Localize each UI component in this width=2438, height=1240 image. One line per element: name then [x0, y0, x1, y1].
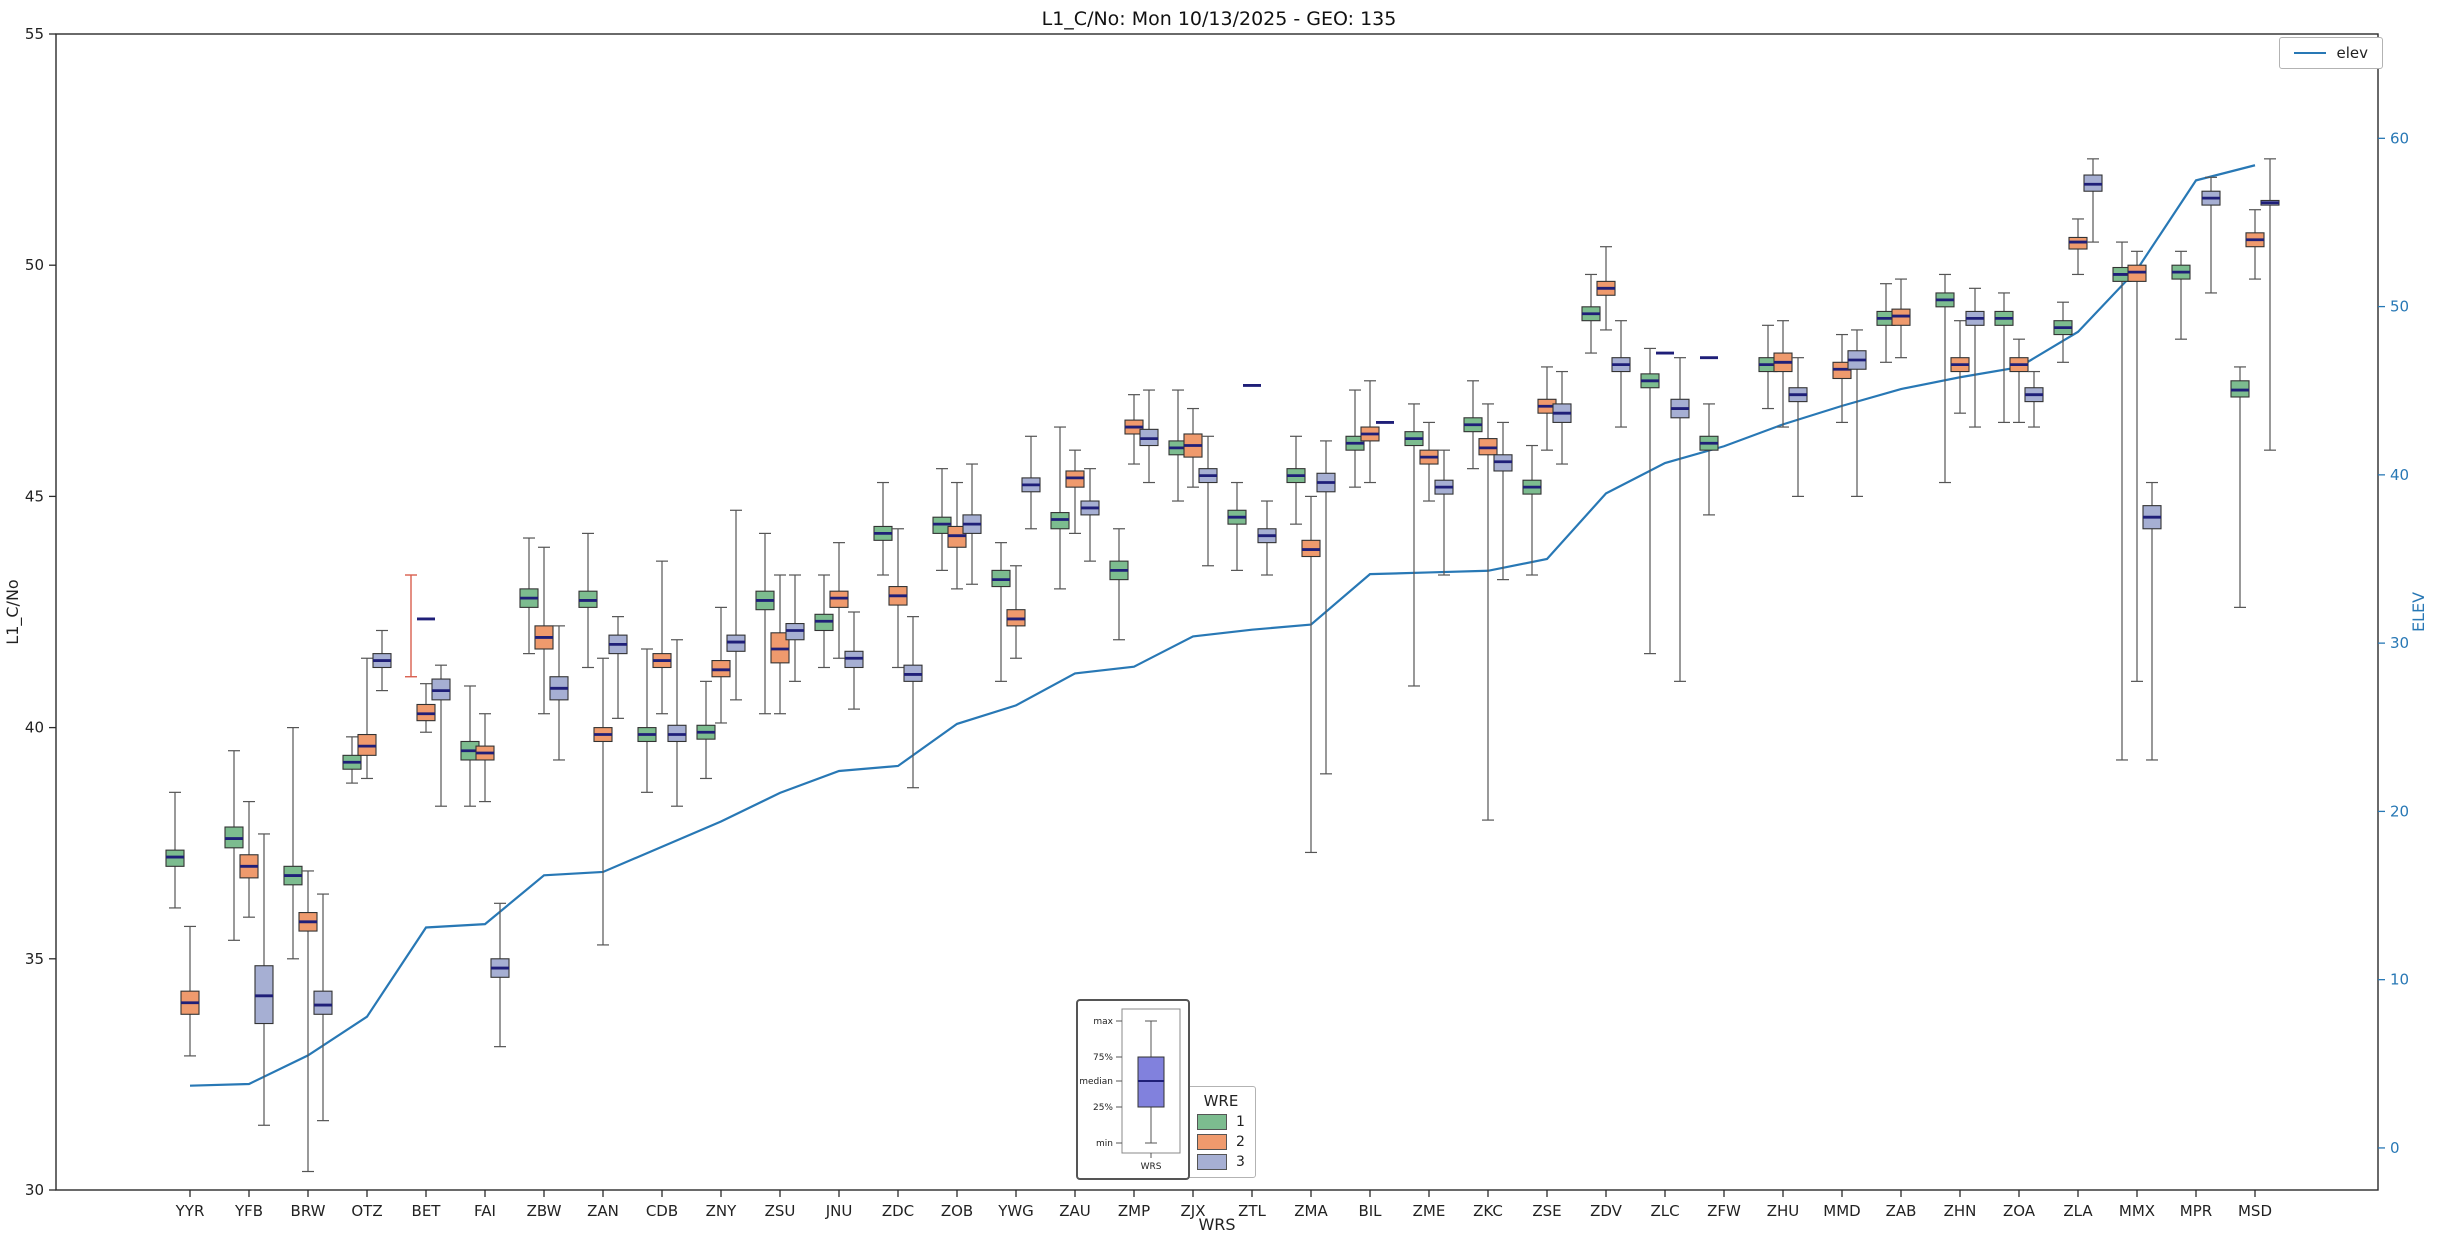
y-right-tick-label: 30 — [2390, 634, 2409, 652]
box-wre3-BRW — [313, 990, 333, 1015]
inset-label-median: median — [1079, 1077, 1113, 1087]
x-tick-label-BET: BET — [412, 1202, 442, 1220]
x-tick-label-ZOB: ZOB — [941, 1202, 973, 1220]
x-tick-label-CDB: CDB — [646, 1202, 678, 1220]
y-left-tick-label: 35 — [25, 950, 44, 968]
inset-xlabel: WRS — [1141, 1162, 1162, 1172]
wre-swatch-icon — [1197, 1134, 1227, 1150]
y-right-tick-label: 50 — [2390, 298, 2409, 316]
boxplot-anatomy-inset: max 75% median 25% min WRS — [1076, 999, 1190, 1180]
x-tick-label-BRW: BRW — [291, 1202, 326, 1220]
x-tick-label-ZKC: ZKC — [1473, 1202, 1503, 1220]
x-tick-label-MMD: MMD — [1823, 1202, 1860, 1220]
x-tick-label-YWG: YWG — [997, 1202, 1034, 1220]
x-tick-label-MMX: MMX — [2119, 1202, 2155, 1220]
y-left-tick-label: 30 — [25, 1181, 44, 1199]
legend-elev: elev — [2279, 37, 2383, 69]
x-tick-label-YYR: YYR — [175, 1202, 205, 1220]
x-tick-label-ZHN: ZHN — [1944, 1202, 1977, 1220]
x-tick-label-ZJX: ZJX — [1181, 1202, 1206, 1220]
x-tick-label-ZAN: ZAN — [587, 1202, 619, 1220]
x-tick-label-MSD: MSD — [2238, 1202, 2272, 1220]
y-left-tick-label: 40 — [25, 719, 44, 737]
legend-wre-entry-1: 1 — [1197, 1114, 1245, 1130]
x-tick-label-BIL: BIL — [1358, 1202, 1382, 1220]
legend-wre-entry-2: 2 — [1197, 1134, 1245, 1150]
x-tick-label-FAI: FAI — [474, 1202, 496, 1220]
x-tick-label-ZOA: ZOA — [2003, 1202, 2036, 1220]
legend-wre-title: WRE — [1203, 1092, 1239, 1110]
x-tick-label-ZLA: ZLA — [2063, 1202, 2093, 1220]
y-right-tick-label: 20 — [2390, 802, 2409, 820]
chart-title: L1_C/No: Mon 10/13/2025 - GEO: 135 — [1041, 8, 1397, 30]
x-tick-label-ZSE: ZSE — [1532, 1202, 1561, 1220]
legend-wre-entry-label: 2 — [1236, 1134, 1245, 1150]
x-tick-label-OTZ: OTZ — [351, 1202, 382, 1220]
inset-label-75%: 75% — [1093, 1053, 1113, 1063]
y-left-axis-label: L1_C/No — [3, 579, 23, 644]
plot-frame — [55, 33, 2379, 1191]
x-tick-label-ZLC: ZLC — [1650, 1202, 1679, 1220]
x-tick-label-ZFW: ZFW — [1707, 1202, 1741, 1220]
x-tick-label-ZNY: ZNY — [706, 1202, 737, 1220]
x-tick-label-ZDV: ZDV — [1590, 1202, 1623, 1220]
legend-elev-label: elev — [2336, 44, 2368, 62]
legend-wre-entry-label: 1 — [1236, 1114, 1245, 1130]
legend-wre-entry-label: 3 — [1236, 1154, 1245, 1170]
y-right-tick-label: 10 — [2390, 971, 2409, 989]
x-tick-label-MPR: MPR — [2180, 1202, 2212, 1220]
x-tick-label-ZME: ZME — [1413, 1202, 1446, 1220]
y-right-tick-label: 0 — [2390, 1139, 2400, 1157]
y-right-axis-label: ELEV — [2409, 592, 2428, 632]
x-tick-label-ZBW: ZBW — [527, 1202, 562, 1220]
wre-swatch-icon — [1197, 1114, 1227, 1130]
legend-wre-entry-3: 3 — [1197, 1154, 1245, 1170]
x-axis-label: WRS — [1198, 1215, 1235, 1234]
x-tick-label-JNU: JNU — [825, 1202, 853, 1220]
elev-line-icon — [2294, 52, 2327, 54]
y-left-tick-label: 55 — [25, 25, 44, 43]
x-tick-label-ZHU: ZHU — [1767, 1202, 1800, 1220]
x-tick-label-ZSU: ZSU — [765, 1202, 796, 1220]
inset-label-25%: 25% — [1093, 1103, 1113, 1113]
wre-swatch-icon — [1197, 1154, 1227, 1170]
boxplot-anatomy-diagram: max 75% median 25% min WRS — [1079, 1008, 1181, 1172]
x-tick-label-ZAU: ZAU — [1059, 1202, 1091, 1220]
x-tick-label-ZTL: ZTL — [1238, 1202, 1266, 1220]
inset-label-min: min — [1096, 1139, 1113, 1149]
x-tick-label-ZMP: ZMP — [1118, 1202, 1150, 1220]
x-tick-label-YFB: YFB — [234, 1202, 263, 1220]
legend-wre: WRE 1 2 3 — [1186, 1086, 1256, 1178]
x-tick-label-ZAB: ZAB — [1886, 1202, 1917, 1220]
y-left-tick-label: 50 — [25, 256, 44, 274]
y-right-tick-label: 40 — [2390, 466, 2409, 484]
x-tick-label-ZMA: ZMA — [1294, 1202, 1328, 1220]
legend-wre-rows: 1 2 3 — [1197, 1114, 1245, 1170]
elev-line — [189, 164, 2256, 1087]
y-right-tick-label: 60 — [2390, 129, 2409, 147]
inset-label-max: max — [1093, 1017, 1113, 1027]
y-left-tick-label: 45 — [25, 487, 44, 505]
x-tick-label-ZDC: ZDC — [882, 1202, 914, 1220]
